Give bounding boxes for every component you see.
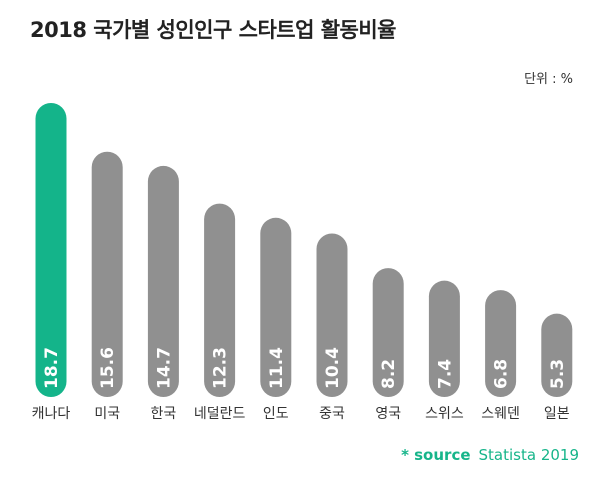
value-label-0: 18.7 — [42, 347, 62, 389]
unit-label: 단위 : % — [524, 72, 573, 87]
bar-3 — [204, 203, 236, 397]
value-label-3: 12.3 — [211, 347, 231, 389]
value-label-4: 11.4 — [267, 347, 287, 389]
category-label-2: 한국 — [151, 406, 177, 422]
value-label-1: 15.6 — [98, 347, 118, 389]
bar-0 — [35, 103, 67, 397]
value-label-6: 8.2 — [379, 359, 399, 389]
category-label-3: 네덜란드 — [194, 406, 246, 422]
bar-8 — [485, 290, 517, 397]
value-label-2: 14.7 — [154, 347, 174, 389]
bar-5 — [316, 233, 348, 397]
category-label-5: 중국 — [319, 406, 345, 422]
category-label-8: 스웨덴 — [481, 406, 520, 422]
bar-4 — [260, 217, 292, 397]
source-label: * source — [401, 446, 471, 464]
bar-9 — [541, 313, 573, 397]
value-label-5: 10.4 — [323, 347, 343, 389]
source-note: * source Statista 2019 — [401, 446, 579, 464]
value-label-7: 7.4 — [435, 359, 455, 389]
chart-title: 2018 국가별 성인인구 스타트업 활동비율 — [30, 18, 397, 42]
category-label-7: 스위스 — [425, 406, 464, 422]
category-label-0: 캐나다 — [32, 406, 71, 422]
bar-6 — [372, 268, 404, 397]
bar-1 — [91, 151, 123, 397]
source-value: Statista 2019 — [478, 446, 579, 464]
bars-group: 18.7 캐나다 15.6 미국 14.7 한국 12.3 네덜란드 11.4 인도 10.4 중국 8… — [32, 103, 573, 422]
category-label-6: 영국 — [375, 406, 401, 422]
value-label-8: 6.8 — [492, 359, 512, 389]
bar-7 — [428, 280, 460, 397]
category-label-9: 일본 — [544, 406, 570, 422]
bar-2 — [147, 165, 179, 397]
category-label-1: 미국 — [94, 406, 120, 422]
value-label-9: 5.3 — [548, 359, 568, 389]
category-label-4: 인도 — [263, 406, 289, 422]
